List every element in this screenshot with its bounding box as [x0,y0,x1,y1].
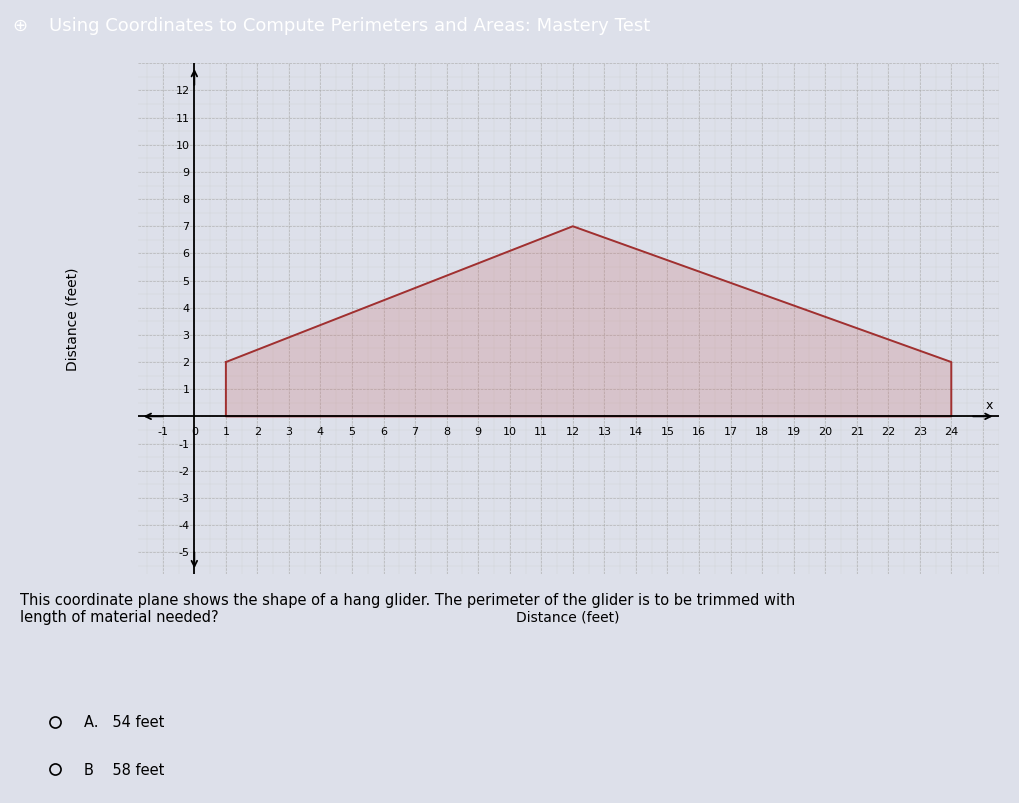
Text: 14: 14 [629,426,643,436]
Text: 4: 4 [182,304,190,313]
Text: Distance (feet): Distance (feet) [517,609,620,624]
Text: x: x [985,398,993,411]
Text: 11: 11 [534,426,548,436]
Text: 8: 8 [182,195,190,205]
Text: -2: -2 [178,466,190,476]
Text: -5: -5 [178,548,190,557]
Text: 18: 18 [755,426,769,436]
Text: 22: 22 [881,426,896,436]
Text: -1: -1 [178,439,190,449]
Text: 17: 17 [723,426,738,436]
Text: B    58 feet: B 58 feet [84,762,164,777]
Text: 9: 9 [475,426,482,436]
Text: 6: 6 [380,426,387,436]
Text: 20: 20 [818,426,833,436]
Text: 8: 8 [443,426,450,436]
Text: 4: 4 [317,426,324,436]
Text: 5: 5 [182,276,190,286]
Text: 1: 1 [182,385,190,395]
Text: 13: 13 [597,426,611,436]
Text: 7: 7 [412,426,419,436]
Text: -4: -4 [178,520,190,530]
Text: 12: 12 [175,87,190,96]
Text: 21: 21 [850,426,864,436]
Text: 1: 1 [222,426,229,436]
Text: A.   54 feet: A. 54 feet [84,715,164,730]
Text: 5: 5 [348,426,356,436]
Text: 10: 10 [502,426,517,436]
Text: 9: 9 [182,168,190,177]
Text: 11: 11 [175,113,190,124]
Text: 2: 2 [182,357,190,368]
Text: Distance (feet): Distance (feet) [66,267,79,371]
Text: 0: 0 [191,426,198,436]
Text: 6: 6 [182,249,190,259]
Text: 16: 16 [692,426,706,436]
Text: 3: 3 [285,426,292,436]
Text: 15: 15 [660,426,675,436]
Text: -1: -1 [157,426,168,436]
Text: 7: 7 [182,222,190,232]
Text: ⊕: ⊕ [12,17,28,35]
Text: 3: 3 [182,331,190,340]
Text: Using Coordinates to Compute Perimeters and Areas: Mastery Test: Using Coordinates to Compute Perimeters … [49,17,650,35]
Text: 19: 19 [787,426,801,436]
Text: 24: 24 [945,426,959,436]
Text: 12: 12 [566,426,580,436]
Text: 2: 2 [254,426,261,436]
Text: 23: 23 [913,426,927,436]
Polygon shape [226,227,952,417]
Text: -3: -3 [178,493,190,503]
Text: 10: 10 [175,141,190,151]
Text: This coordinate plane shows the shape of a hang glider. The perimeter of the gli: This coordinate plane shows the shape of… [20,592,796,624]
